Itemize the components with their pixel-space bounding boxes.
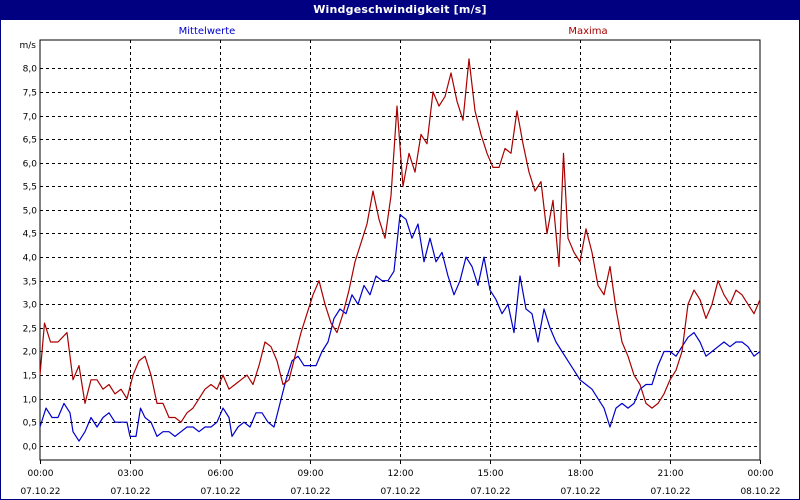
y-tick-label: 3,5	[23, 278, 37, 288]
x-tick-time: 18:00	[568, 469, 594, 479]
x-tick-time: 03:00	[118, 469, 144, 479]
y-axis-ticks: 0,0 0,5 1,0 1,5 2,0 2,5 3,0 3,5 4,0 4,5 5,0 5,5 6,0 6…	[23, 65, 38, 453]
y-tick-label: 6,0	[23, 160, 38, 170]
x-tick-time: 00:00	[748, 469, 774, 479]
x-tick-time: 09:00	[298, 469, 324, 479]
x-tick-date: 07.10.22	[110, 487, 150, 497]
y-tick-label: 5,0	[23, 207, 38, 217]
y-tick-label: 8,0	[23, 65, 38, 75]
window-title: Windgeschwindigkeit [m/s]	[0, 0, 800, 20]
y-tick-label: 6,5	[23, 136, 37, 146]
y-tick-label: 0,5	[23, 419, 37, 429]
x-tick-date: 07.10.22	[470, 487, 510, 497]
x-tick-time: 15:00	[478, 469, 504, 479]
y-tick-label: 0,0	[23, 443, 38, 453]
x-tick-date: 07.10.22	[200, 487, 240, 497]
legend-maxima: Maxima	[568, 26, 607, 37]
x-tick-time: 12:00	[388, 469, 414, 479]
x-tick-date: 07.10.22	[290, 487, 330, 497]
series-line-mittelwerte	[39, 214, 761, 442]
series-lines	[39, 58, 761, 442]
x-tick-time: 06:00	[208, 469, 234, 479]
y-tick-label: 2,0	[23, 348, 38, 358]
y-tick-label: 7,0	[23, 113, 38, 123]
y-tick-label: 2,5	[23, 325, 37, 335]
y-tick-label: 1,0	[23, 396, 38, 406]
series-line-maxima	[39, 58, 761, 423]
x-tick-time: 00:00	[28, 469, 54, 479]
x-tick-date: 08.10.22	[740, 487, 780, 497]
y-axis-unit-label: m/s	[20, 41, 37, 51]
y-tick-label: 4,5	[23, 230, 37, 240]
y-tick-label: 1,5	[23, 372, 37, 382]
x-tick-date: 07.10.22	[560, 487, 600, 497]
grid-lines	[40, 40, 760, 460]
x-tick-date: 07.10.22	[20, 487, 60, 497]
y-tick-label: 4,0	[23, 254, 38, 264]
x-axis-ticks: 00:00 07.10.22 03:00 07.10.22 06:00 07.10.22 0…	[20, 460, 781, 497]
x-tick-date: 07.10.22	[380, 487, 420, 497]
x-tick-time: 21:00	[658, 469, 684, 479]
y-tick-label: 7,5	[23, 89, 37, 99]
y-tick-label: 3,0	[23, 301, 38, 311]
legend-mittelwerte: Mittelwerte	[179, 26, 236, 37]
x-tick-date: 07.10.22	[650, 487, 690, 497]
y-tick-label: 5,5	[23, 183, 37, 193]
